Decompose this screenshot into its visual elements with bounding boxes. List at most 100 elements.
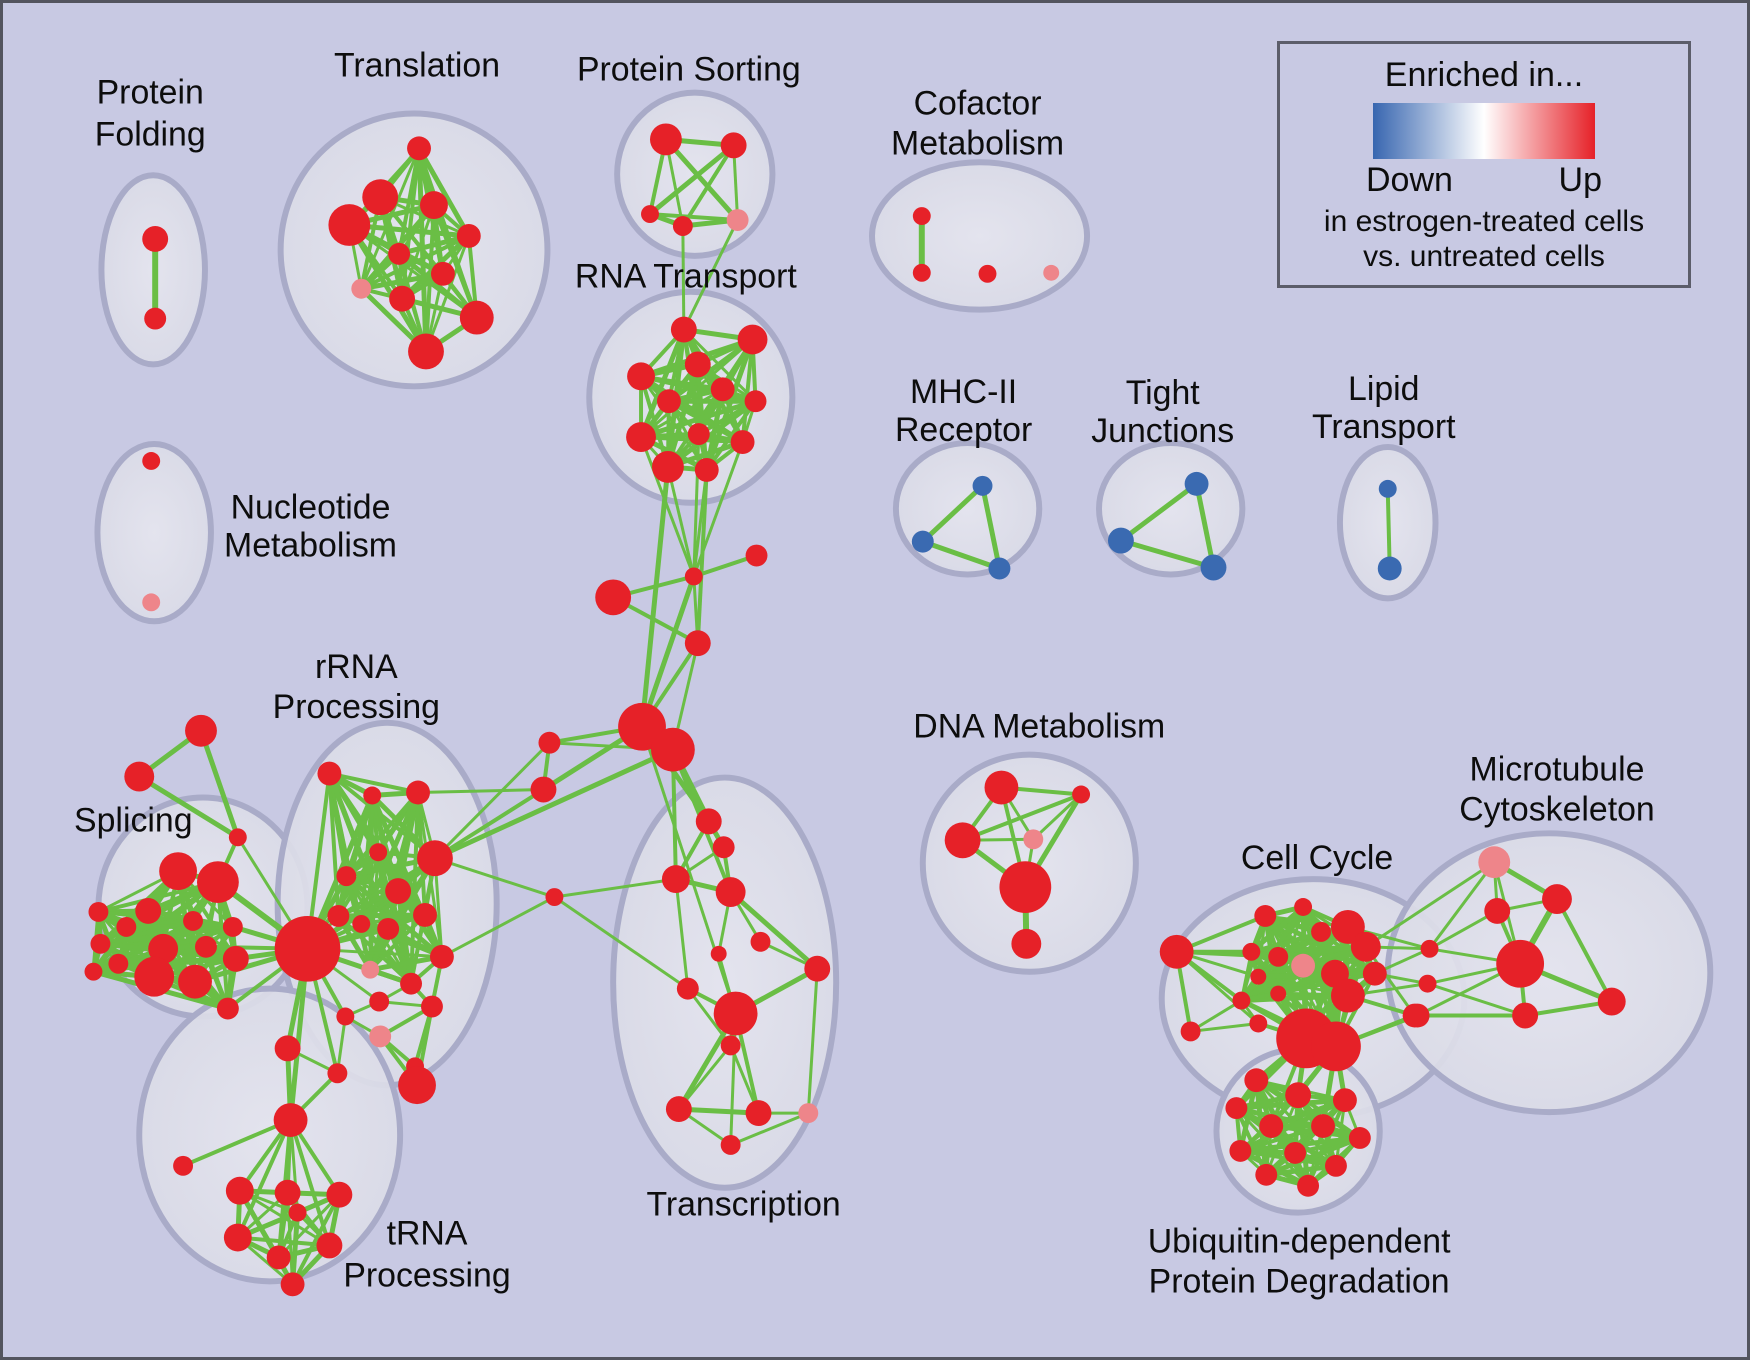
protein-sorting-node[interactable] [672,216,693,236]
cell-cycle-node[interactable] [1291,953,1316,978]
rrna-processing-node[interactable] [327,905,350,927]
nucleotide-metabolism-node[interactable] [142,452,161,470]
mhc2-receptor-node[interactable] [972,475,993,496]
rrna-processing-node[interactable] [361,960,380,979]
connectors-node[interactable] [684,567,703,586]
splicing-node[interactable] [84,962,103,981]
connectors-node[interactable] [595,579,632,616]
translation-node[interactable] [459,300,494,335]
cell-cycle-node[interactable] [1242,942,1261,961]
rrna-processing-node[interactable] [274,1035,301,1062]
trna-processing-node[interactable] [273,1103,308,1137]
rna-transport-node[interactable] [744,390,767,413]
transcription-node[interactable] [676,977,699,1000]
ubiquitin-degradation-node[interactable] [1225,1097,1248,1120]
microtubule-cytoskeleton-node[interactable] [1484,898,1511,924]
transcription-node[interactable] [798,1103,819,1124]
splicing-node[interactable] [183,910,203,931]
cell-cycle-node[interactable] [1270,985,1287,1002]
ubiquitin-degradation-node[interactable] [1332,1088,1357,1113]
rrna-processing-node[interactable] [385,878,412,905]
cofactor-metabolism-node[interactable] [1043,264,1060,281]
transcription-node[interactable] [712,836,735,859]
translation-node[interactable] [388,242,411,265]
microtubule-cytoskeleton-node[interactable] [1512,1002,1539,1029]
microtubule-cytoskeleton-node[interactable] [1542,884,1572,914]
protein-sorting-node[interactable] [649,123,682,156]
mhc2-receptor-node[interactable] [911,530,934,553]
splicing-node[interactable] [222,916,243,937]
cell-cycle-node[interactable] [1249,1014,1268,1033]
rrna-processing-node[interactable] [417,840,453,877]
splicing-node[interactable] [134,956,175,997]
lipid-transport-node[interactable] [1378,479,1397,498]
connectors-node[interactable] [545,888,564,906]
rrna-processing-node[interactable] [398,1066,436,1105]
cell-cycle-node[interactable] [1418,974,1437,993]
transcription-node[interactable] [713,991,758,1036]
connectors-node[interactable] [538,731,561,754]
dna-metabolism-node[interactable] [1011,928,1042,959]
ubiquitin-degradation-node[interactable] [1311,1114,1335,1138]
connectors-node[interactable] [185,714,217,747]
splicing-node[interactable] [108,953,129,974]
trna-processing-node[interactable] [266,1245,291,1270]
protein-sorting-node[interactable] [641,205,659,224]
cofactor-metabolism-node[interactable] [912,263,931,282]
transcription-node[interactable] [715,877,746,907]
rna-transport-node[interactable] [730,430,755,455]
splicing-node[interactable] [178,964,212,999]
trna-processing-node[interactable] [173,1155,194,1176]
cell-cycle-node[interactable] [1362,961,1387,986]
translation-node[interactable] [408,333,444,370]
trna-processing-node[interactable] [225,1176,254,1205]
transcription-node[interactable] [661,865,690,894]
ubiquitin-degradation-node[interactable] [1285,1082,1312,1109]
mhc2-receptor-node[interactable] [988,557,1011,580]
rrna-processing-node[interactable] [317,761,342,786]
rrna-processing-node[interactable] [336,866,357,887]
microtubule-cytoskeleton-node[interactable] [1597,987,1626,1016]
translation-node[interactable] [420,191,448,220]
tight-junctions-node[interactable] [1107,527,1134,554]
rrna-processing-node[interactable] [274,915,341,982]
lipid-transport-node[interactable] [1377,556,1402,581]
ubiquitin-degradation-node[interactable] [1325,1154,1347,1177]
rrna-processing-node[interactable] [369,1025,392,1048]
trna-processing-node[interactable] [223,1223,252,1252]
rna-transport-node[interactable] [627,362,655,391]
microtubule-cytoskeleton-node[interactable] [1478,846,1511,879]
dna-metabolism-node[interactable] [944,822,981,859]
ubiquitin-degradation-node[interactable] [1229,1139,1252,1162]
connectors-node[interactable] [745,544,768,567]
trna-processing-node[interactable] [326,1181,353,1208]
rrna-processing-node[interactable] [363,786,382,805]
protein-folding-node[interactable] [144,307,167,330]
ubiquitin-degradation-node[interactable] [1284,1141,1307,1164]
dna-metabolism-node[interactable] [984,770,1019,805]
rna-transport-node[interactable] [687,423,710,446]
splicing-node[interactable] [135,898,162,924]
connectors-node[interactable] [124,761,155,792]
cell-cycle-node[interactable] [1350,931,1381,962]
tight-junctions-node[interactable] [1184,471,1209,496]
splicing-node[interactable] [88,902,109,922]
cell-cycle-node[interactable] [1330,978,1365,1013]
translation-node[interactable] [351,278,372,299]
rna-transport-node[interactable] [670,316,697,343]
rrna-processing-node[interactable] [369,991,390,1012]
translation-node[interactable] [362,179,399,216]
splicing-node[interactable] [222,945,249,972]
cell-cycle-node[interactable] [1294,898,1313,916]
rrna-processing-node[interactable] [413,903,437,927]
transcription-node[interactable] [665,1096,692,1123]
rrna-processing-node[interactable] [369,843,388,862]
rrna-processing-node[interactable] [421,995,443,1018]
connectors-node[interactable] [684,630,711,657]
rna-transport-node[interactable] [737,324,768,355]
translation-node[interactable] [389,285,416,312]
cell-cycle-node[interactable] [1180,1021,1201,1042]
translation-node[interactable] [328,204,371,246]
translation-node[interactable] [430,261,455,286]
transcription-node[interactable] [720,1134,741,1155]
